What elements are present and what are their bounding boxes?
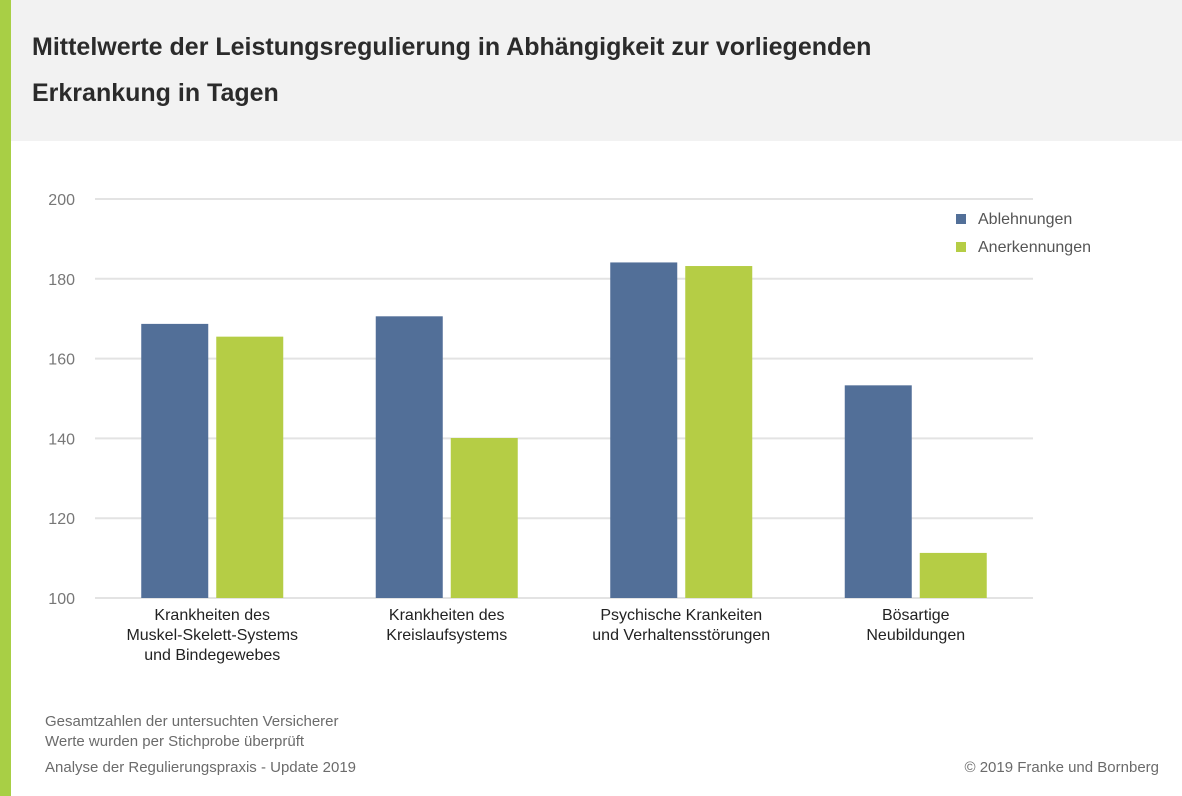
copyright-label: © 2019 Franke und Bornberg — [964, 759, 1159, 776]
x-category-label: Krankheiten des Kreislaufsystems — [386, 607, 507, 644]
bar — [685, 266, 753, 598]
y-tick-label: 200 — [48, 192, 75, 209]
legend-label: Ablehnungen — [978, 211, 1072, 228]
chart-title: Mittelwerte der Leistungsregulierung in … — [32, 24, 1032, 116]
footnote: Werte wurden per Stichprobe überprüft — [45, 733, 305, 750]
header — [11, 0, 1182, 141]
x-category-label: Krankheiten des Muskel-Skelett-Systems und… — [126, 607, 298, 664]
legend-label: Anerkennungen — [978, 239, 1091, 256]
bar — [141, 323, 209, 598]
y-tick-label: 120 — [48, 511, 75, 528]
legend-swatch — [956, 242, 966, 252]
bar — [844, 385, 912, 598]
y-tick-label: 100 — [48, 591, 75, 608]
bar — [450, 438, 518, 598]
source-label: Analyse der Regulierungspraxis - Update … — [45, 759, 357, 776]
chart-title-line: Mittelwerte der Leistungsregulierung in … — [32, 33, 872, 61]
chart-title-line: Erkrankung in Tagen — [32, 79, 279, 107]
bar — [216, 336, 284, 598]
x-category-label: Bösartige Neubildungen — [866, 607, 965, 644]
bar — [919, 552, 987, 598]
bar — [375, 316, 443, 598]
y-tick-label: 160 — [48, 352, 75, 369]
y-tick-label: 180 — [48, 272, 75, 289]
accent-bar — [0, 0, 11, 796]
footnote: Gesamtzahlen der untersuchten Versichere… — [45, 713, 339, 730]
legend-swatch — [956, 214, 966, 224]
bar — [610, 262, 678, 598]
x-category-label: Psychische Krankeiten und Verhaltensstöru… — [592, 607, 770, 644]
y-tick-label: 140 — [48, 431, 75, 448]
